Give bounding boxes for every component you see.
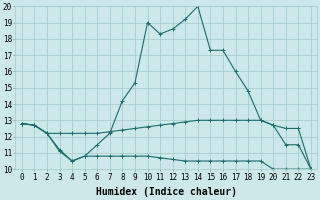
X-axis label: Humidex (Indice chaleur): Humidex (Indice chaleur): [96, 187, 237, 197]
